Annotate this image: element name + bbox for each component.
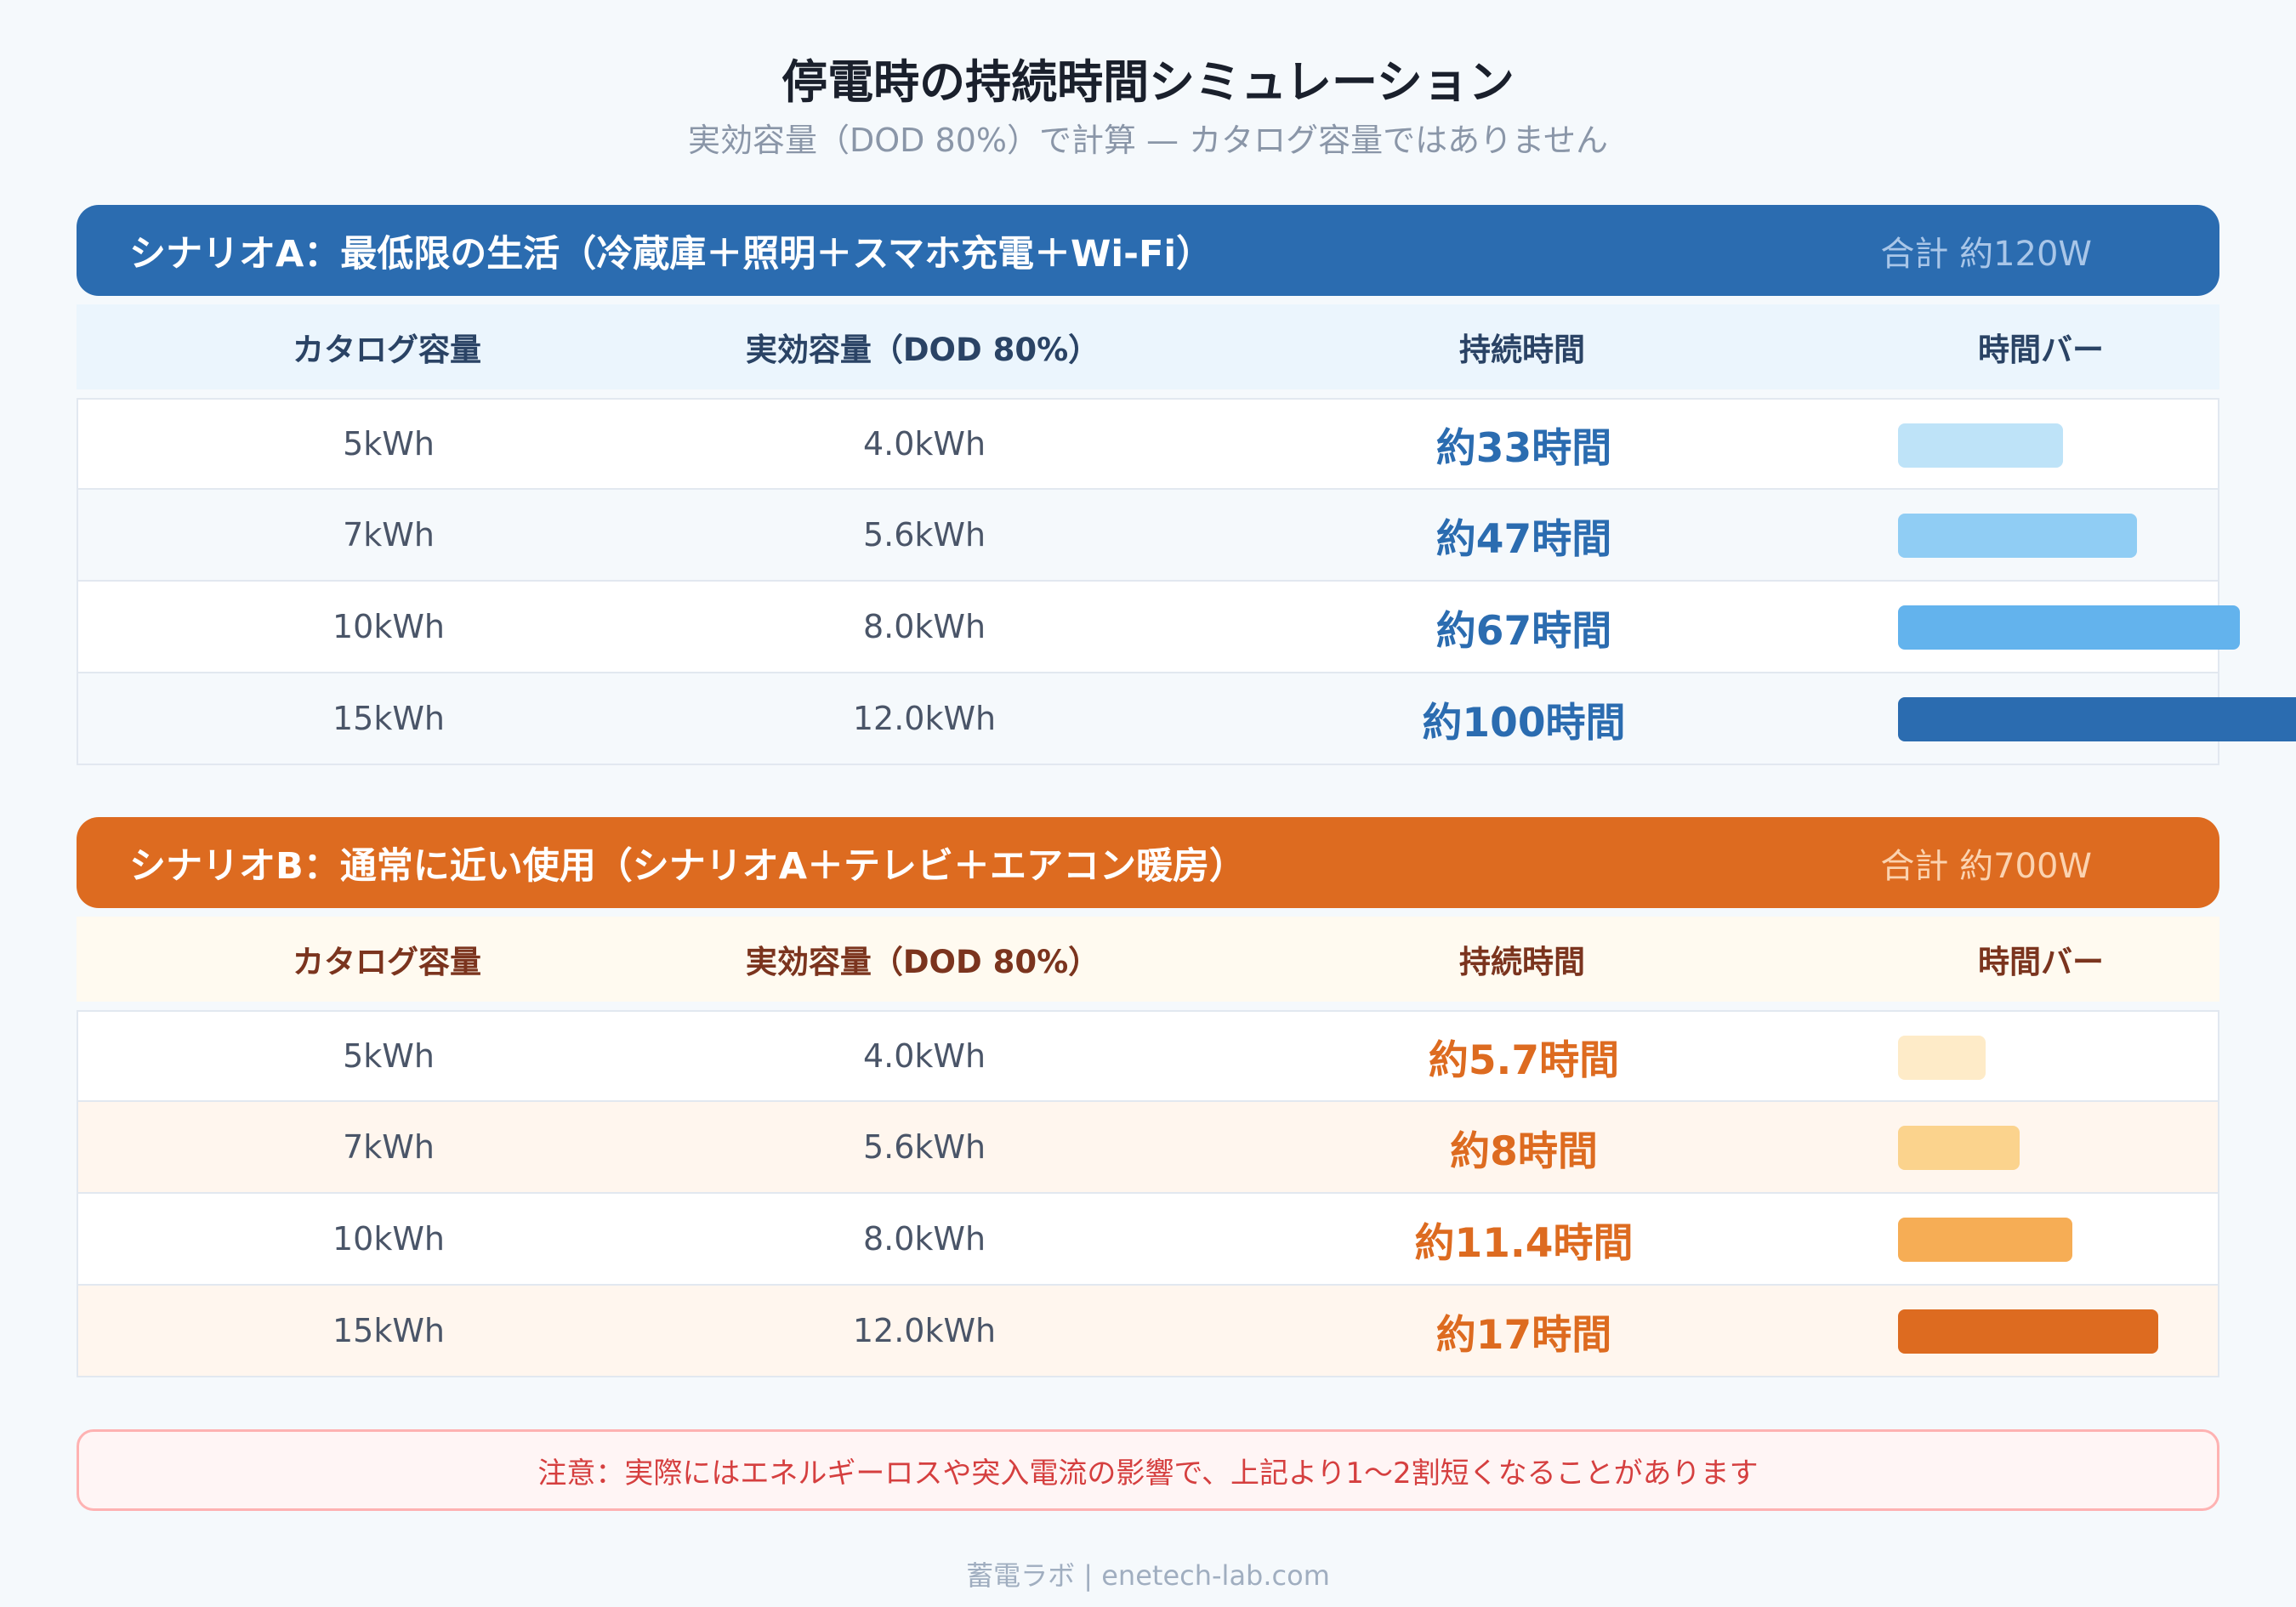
catalog-capacity: 5kWh bbox=[343, 1037, 435, 1075]
scenario-b-section: シナリオB：通常に近い使用（シナリオA＋テレビ＋エアコン暖房） 合計 約700W… bbox=[77, 817, 2219, 1377]
table-row: 10kWh 8.0kWh 約67時間 bbox=[77, 582, 2241, 673]
catalog-capacity: 15kWh bbox=[332, 700, 446, 737]
effective-capacity: 8.0kWh bbox=[862, 608, 986, 645]
footer: 蓄電ラボ | enetech-lab.com bbox=[966, 1559, 1330, 1592]
column-header: 時間バー bbox=[1978, 944, 2104, 980]
effective-capacity: 4.0kWh bbox=[862, 1037, 986, 1075]
column-header: 実効容量（DOD 80%） bbox=[745, 944, 1100, 980]
scenario-total: 合計 約120W bbox=[1880, 234, 2092, 274]
note-box: 注意：実際にはエネルギーロスや突入電流の影響で、上記より1〜2割短くなることがあ… bbox=[77, 1429, 2219, 1511]
scenario-header: シナリオB：通常に近い使用（シナリオA＋テレビ＋エアコン暖房） 合計 約700W bbox=[77, 817, 2219, 908]
column-header: 持続時間 bbox=[1459, 332, 1585, 368]
table-row: 7kWh 5.6kWh 約47時間 bbox=[77, 490, 2219, 582]
scenario-title: シナリオA：最低限の生活（冷蔵庫＋照明＋スマホ充電＋Wi-Fi） bbox=[129, 232, 1213, 275]
column-header: 時間バー bbox=[1978, 332, 2104, 368]
duration: 約100時間 bbox=[1422, 699, 1626, 747]
catalog-capacity: 7kWh bbox=[343, 516, 435, 554]
column-header: カタログ容量 bbox=[293, 944, 481, 980]
column-header: カタログ容量 bbox=[293, 332, 481, 368]
column-header: 持続時間 bbox=[1459, 944, 1585, 980]
duration: 約8時間 bbox=[1450, 1127, 1598, 1175]
duration: 約47時間 bbox=[1435, 515, 1612, 563]
effective-capacity: 8.0kWh bbox=[862, 1220, 986, 1258]
table-row: 7kWh 5.6kWh 約8時間 bbox=[77, 1102, 2219, 1194]
duration-bar bbox=[1898, 423, 2064, 468]
duration: 約5.7時間 bbox=[1428, 1036, 1620, 1084]
duration-bar bbox=[1898, 514, 2137, 558]
duration-bar bbox=[1898, 605, 2241, 650]
scenario-header: シナリオA：最低限の生活（冷蔵庫＋照明＋スマホ充電＋Wi-Fi） 合計 約120… bbox=[77, 205, 2219, 296]
catalog-capacity: 7kWh bbox=[343, 1128, 435, 1166]
table-row: 15kWh 12.0kWh 約100時間 bbox=[77, 673, 2296, 765]
catalog-capacity: 5kWh bbox=[343, 425, 435, 463]
catalog-capacity: 10kWh bbox=[332, 1220, 446, 1258]
effective-capacity: 12.0kWh bbox=[852, 700, 997, 737]
column-header: 実効容量（DOD 80%） bbox=[745, 332, 1100, 368]
effective-capacity: 5.6kWh bbox=[862, 516, 986, 554]
duration-bar bbox=[1898, 1218, 2073, 1262]
duration-bar bbox=[1898, 1309, 2159, 1354]
duration: 約67時間 bbox=[1435, 607, 1612, 655]
catalog-capacity: 10kWh bbox=[332, 608, 446, 645]
column-header-row: カタログ容量 実効容量（DOD 80%） 持続時間 時間バー bbox=[77, 304, 2219, 389]
scenario-title: シナリオB：通常に近い使用（シナリオA＋テレビ＋エアコン暖房） bbox=[129, 844, 1247, 888]
duration: 約33時間 bbox=[1435, 424, 1612, 472]
table-row: 15kWh 12.0kWh 約17時間 bbox=[77, 1286, 2219, 1377]
duration-bar bbox=[1898, 1126, 2020, 1170]
effective-capacity: 4.0kWh bbox=[862, 425, 986, 463]
duration: 約11.4時間 bbox=[1414, 1219, 1634, 1267]
page-title: 停電時の持続時間シミュレーション bbox=[781, 55, 1515, 109]
table-row: 5kWh 4.0kWh 約5.7時間 bbox=[77, 1010, 2219, 1102]
scenario-total: 合計 約700W bbox=[1880, 846, 2092, 886]
catalog-capacity: 15kWh bbox=[332, 1312, 446, 1349]
duration-bar bbox=[1898, 697, 2296, 741]
duration-bar bbox=[1898, 1036, 1986, 1080]
effective-capacity: 5.6kWh bbox=[862, 1128, 986, 1166]
duration: 約17時間 bbox=[1435, 1311, 1612, 1359]
effective-capacity: 12.0kWh bbox=[852, 1312, 997, 1349]
table-row: 5kWh 4.0kWh 約33時間 bbox=[77, 398, 2219, 490]
table-row: 10kWh 8.0kWh 約11.4時間 bbox=[77, 1194, 2219, 1286]
scenario-a-section: シナリオA：最低限の生活（冷蔵庫＋照明＋スマホ充電＋Wi-Fi） 合計 約120… bbox=[77, 205, 2296, 765]
page-subtitle: 実効容量（DOD 80%）で計算 — カタログ容量ではありません bbox=[688, 122, 1608, 159]
column-header-row: カタログ容量 実効容量（DOD 80%） 持続時間 時間バー bbox=[77, 917, 2219, 1002]
